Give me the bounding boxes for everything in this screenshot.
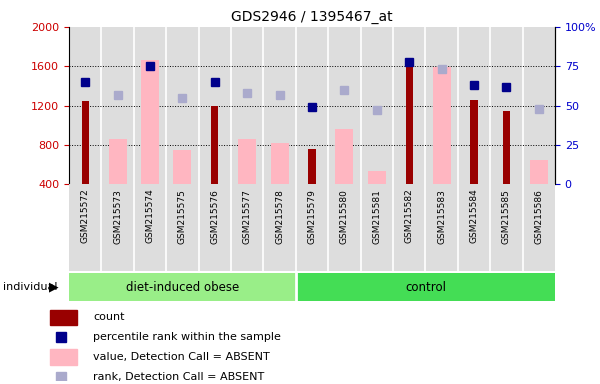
Text: GSM215574: GSM215574 [146,189,155,243]
Text: GSM215580: GSM215580 [340,189,349,243]
Text: GSM215585: GSM215585 [502,189,511,243]
Bar [271,143,289,184]
Bar [82,101,89,184]
Text: GSM215586: GSM215586 [534,189,544,243]
Bar [503,111,510,184]
Bar [101,27,134,184]
Bar [393,184,425,271]
Bar [296,27,328,184]
Bar [211,106,218,184]
Text: GSM215578: GSM215578 [275,189,284,243]
Bar [361,27,393,184]
Bar [134,27,166,184]
Bar [69,273,296,301]
Bar [101,184,134,271]
Bar [231,184,263,271]
Bar [425,27,458,184]
Text: GSM215579: GSM215579 [308,189,317,243]
Bar [335,129,353,184]
Bar [263,184,296,271]
Text: ▶: ▶ [49,281,59,293]
Text: GSM215583: GSM215583 [437,189,446,243]
Text: control: control [405,281,446,293]
Bar [69,27,101,184]
Bar [328,184,361,271]
Text: GSM215581: GSM215581 [372,189,382,243]
Bar [530,160,548,184]
Bar [69,184,101,271]
Bar [231,27,263,184]
Bar [109,139,127,184]
Bar [470,100,478,184]
Bar [263,27,296,184]
Bar [393,27,425,184]
Bar [50,349,77,365]
Bar [296,273,555,301]
Text: GSM215577: GSM215577 [242,189,252,243]
Bar [199,184,231,271]
Bar [238,139,256,184]
Bar [199,27,231,184]
Bar [490,184,523,271]
Bar [425,184,458,271]
Bar [141,60,159,184]
Bar [328,27,361,184]
Text: GSM215576: GSM215576 [211,189,220,243]
Bar [368,170,386,184]
Text: GSM215573: GSM215573 [113,189,122,243]
Bar [166,184,199,271]
Text: GSM215575: GSM215575 [178,189,187,243]
Text: percentile rank within the sample: percentile rank within the sample [93,332,281,342]
Bar [361,184,393,271]
Bar [50,310,77,325]
Text: rank, Detection Call = ABSENT: rank, Detection Call = ABSENT [93,372,264,382]
Text: diet-induced obese: diet-induced obese [126,281,239,293]
Title: GDS2946 / 1395467_at: GDS2946 / 1395467_at [231,10,393,25]
Bar [523,27,555,184]
Bar [173,150,191,184]
Bar [166,27,199,184]
Bar [458,27,490,184]
Bar [406,61,413,184]
Bar [523,184,555,271]
Text: value, Detection Call = ABSENT: value, Detection Call = ABSENT [93,352,270,362]
Bar [490,27,523,184]
Text: count: count [93,312,125,322]
Bar [308,149,316,184]
Text: GSM215572: GSM215572 [80,189,90,243]
Bar [134,184,166,271]
Bar [296,184,328,271]
Bar [433,67,451,184]
Text: GSM215582: GSM215582 [404,189,414,243]
Bar [458,184,490,271]
Text: GSM215584: GSM215584 [469,189,479,243]
Text: individual: individual [3,282,58,292]
